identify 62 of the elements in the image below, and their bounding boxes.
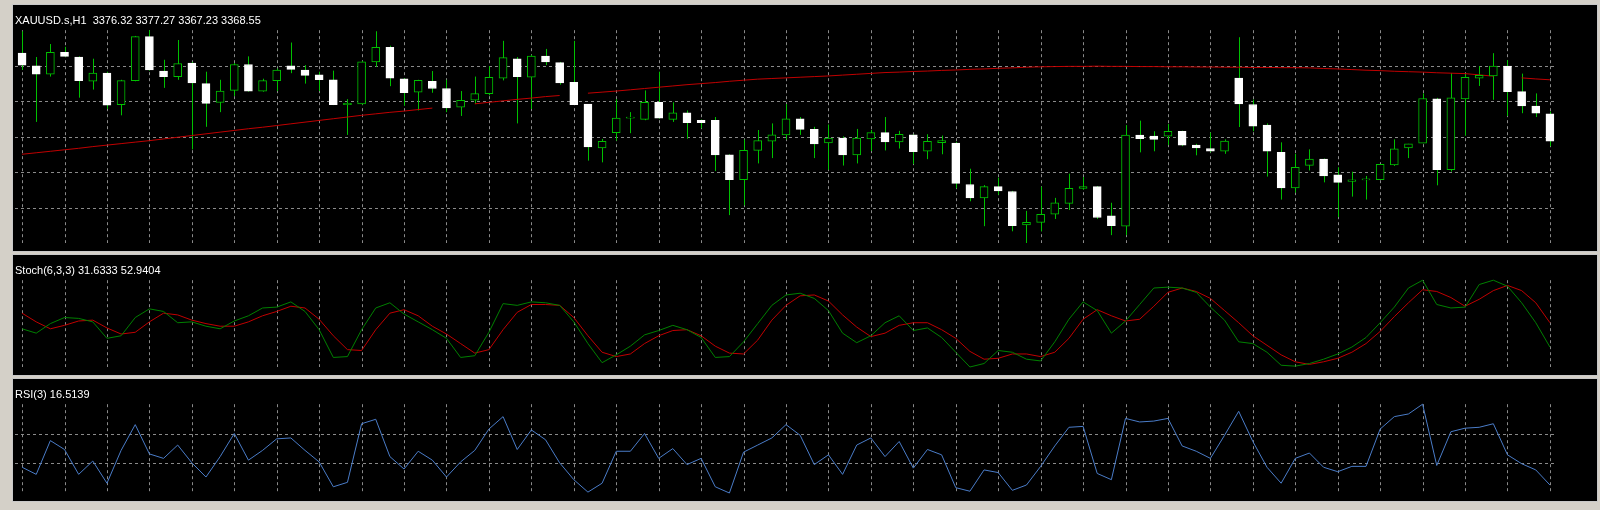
candlestick xyxy=(470,76,480,105)
candlestick xyxy=(965,168,975,202)
candlestick xyxy=(527,54,536,110)
candlestick xyxy=(484,65,494,96)
candlestick xyxy=(725,153,734,216)
candlestick xyxy=(442,79,451,113)
candlestick xyxy=(159,59,168,89)
candlestick xyxy=(809,126,819,159)
candlestick xyxy=(654,71,664,120)
candlestick xyxy=(428,70,437,94)
candlestick xyxy=(611,98,621,142)
candlestick xyxy=(498,40,508,81)
candlestick xyxy=(328,70,338,106)
candlestick xyxy=(31,56,41,123)
candlestick xyxy=(88,58,98,91)
candlestick xyxy=(852,128,862,164)
candlestick xyxy=(46,43,55,78)
candlestick xyxy=(371,30,381,68)
candlestick xyxy=(1248,99,1258,132)
candlestick xyxy=(272,68,282,92)
candlestick xyxy=(923,133,932,160)
candlestick xyxy=(512,56,522,124)
chart-title: Stoch(6,3,3) 31.6333 52.9404 xyxy=(15,263,161,276)
candlestick xyxy=(626,111,635,134)
candlestick xyxy=(1361,175,1371,201)
candlestick xyxy=(116,79,126,116)
candlestick xyxy=(1489,52,1498,101)
candlestick xyxy=(640,89,649,121)
candlestick xyxy=(668,101,678,123)
candlestick xyxy=(781,103,791,141)
candlestick xyxy=(1460,73,1470,137)
candlestick xyxy=(456,90,465,117)
candlestick xyxy=(1305,148,1314,171)
candlestick xyxy=(1517,73,1526,114)
candlestick xyxy=(979,184,989,227)
candlestick xyxy=(682,109,692,140)
candlestick xyxy=(753,129,763,164)
candlestick xyxy=(1347,171,1357,198)
candlestick xyxy=(215,79,225,113)
candlestick xyxy=(1531,92,1541,118)
candlestick xyxy=(937,135,946,155)
candlestick xyxy=(1135,120,1144,153)
candlestick xyxy=(1389,138,1399,167)
candlestick xyxy=(569,40,579,106)
candlestick xyxy=(1036,186,1045,232)
candlestick xyxy=(413,79,423,111)
candlestick xyxy=(286,42,296,74)
candlestick xyxy=(1064,173,1074,211)
candlestick xyxy=(1149,130,1159,152)
candlestick xyxy=(201,71,211,128)
candlestick xyxy=(838,135,847,167)
candlestick xyxy=(1050,197,1060,220)
chart-title: XAUUSD.s,H1 3376.32 3377.27 3367.23 3368.55 xyxy=(15,13,261,26)
chart-title: RSI(3) 16.5139 xyxy=(15,387,90,400)
candlestick xyxy=(1107,202,1116,236)
candlestick xyxy=(74,55,83,99)
candlestick xyxy=(399,77,409,107)
candlestick xyxy=(1290,153,1300,194)
candlestick xyxy=(1333,166,1343,218)
candlestick xyxy=(1163,123,1173,146)
candlestick xyxy=(880,116,890,151)
candlestick xyxy=(908,133,918,165)
